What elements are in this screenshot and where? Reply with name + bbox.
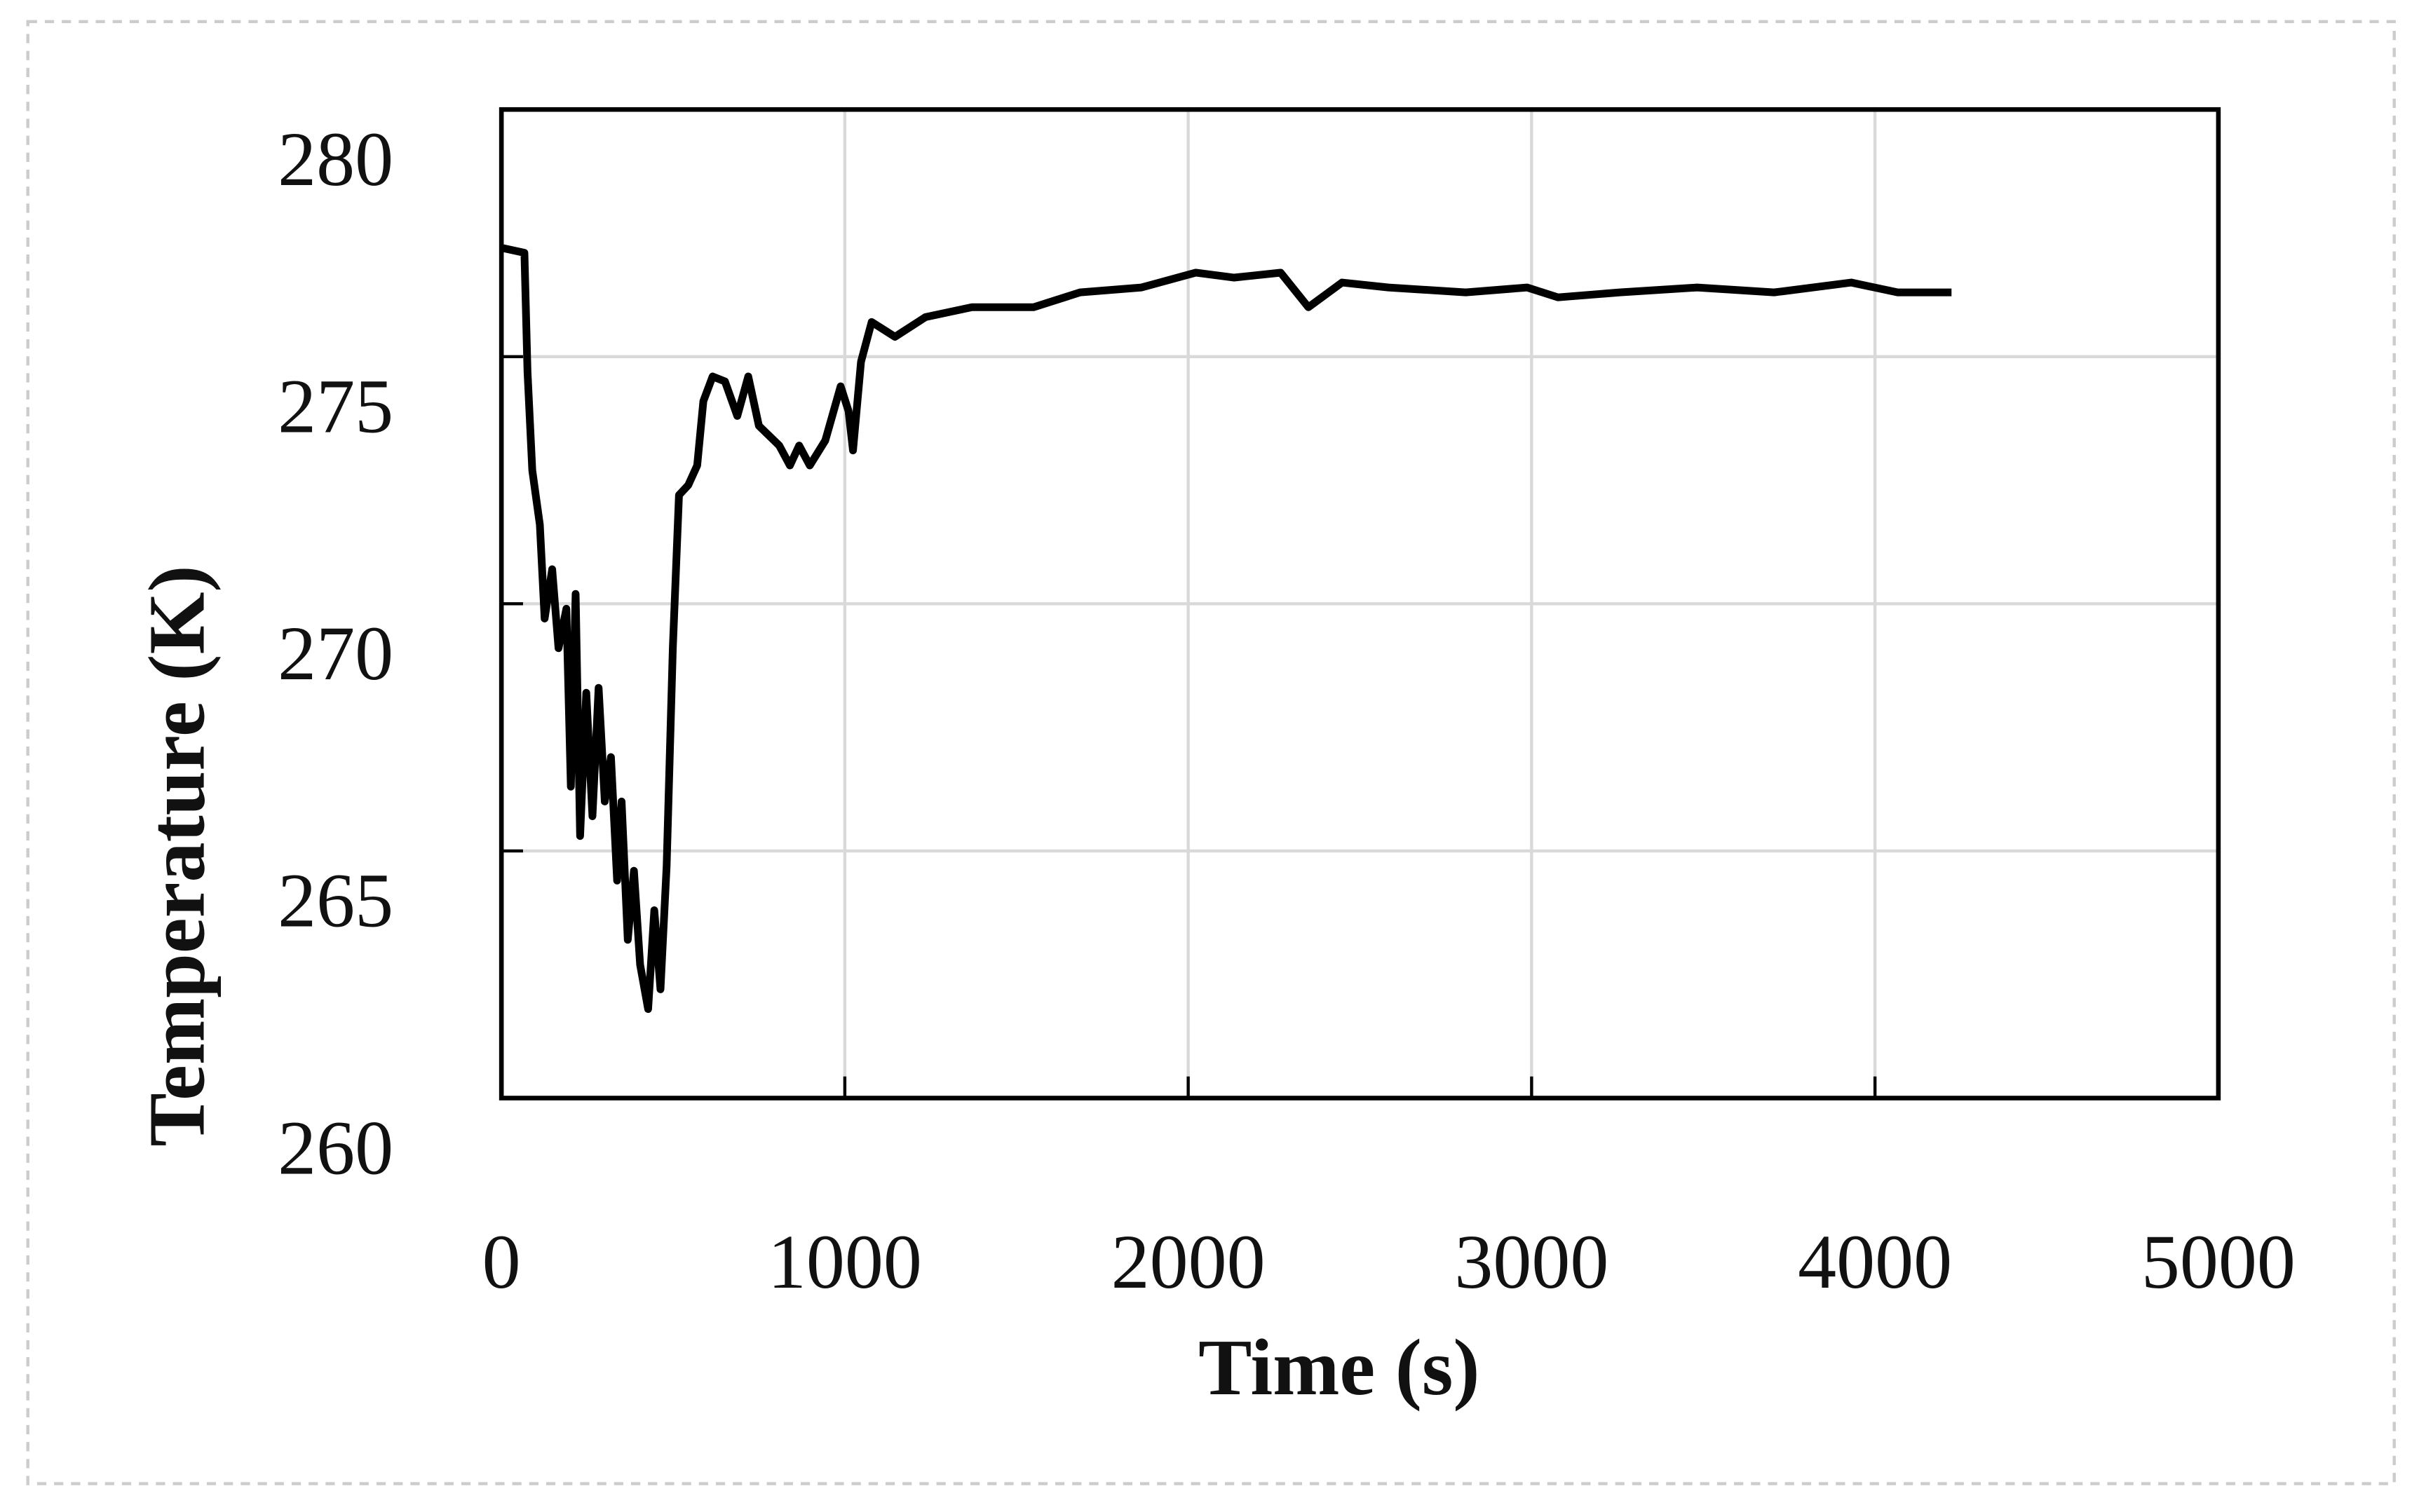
- y-tick-label: 270: [278, 611, 393, 696]
- plot-border: [499, 107, 2221, 1101]
- y-axis-title: Temperature (K): [133, 565, 222, 1146]
- y-tick-label: 280: [278, 116, 393, 202]
- x-tick-label: 1000: [768, 1219, 922, 1305]
- x-tick-label: 3000: [1454, 1219, 1608, 1305]
- y-tick-label: 260: [278, 1105, 393, 1190]
- frame: [26, 20, 2396, 1485]
- data-line: [500, 244, 1952, 1014]
- x-tick-label: 5000: [2141, 1219, 2296, 1305]
- y-tick-label: 275: [278, 364, 393, 449]
- x-tick-label: 4000: [1798, 1219, 1952, 1305]
- x-tick-label: 0: [482, 1219, 521, 1305]
- x-axis-title: Time (s): [1198, 1323, 1479, 1412]
- x-tick-label: 2000: [1111, 1219, 1266, 1305]
- y-tick-label: 265: [278, 858, 393, 944]
